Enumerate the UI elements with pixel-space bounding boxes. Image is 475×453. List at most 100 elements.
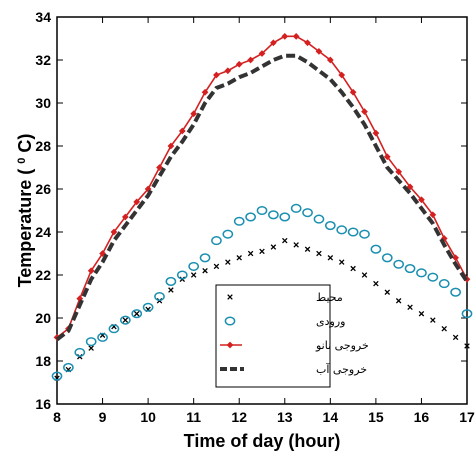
y-axis-title-main: Temperature ( [15, 164, 35, 288]
y-tick-label: 24 [35, 224, 51, 240]
nano-outlet-point [349, 88, 357, 96]
legend: محیط ورودی خروجی نانو خروجی آب [215, 284, 369, 388]
series-0 [54, 237, 470, 381]
ambient-point [361, 272, 368, 278]
inlet-point [233, 216, 245, 226]
nano-outlet-point [258, 50, 266, 57]
x-tick-label: 17 [459, 409, 475, 425]
y-tick-label: 18 [35, 353, 51, 369]
inlet-point [245, 212, 256, 222]
inlet-point [165, 276, 177, 287]
ambient-point [225, 259, 231, 265]
legend-nano-symbol [226, 341, 234, 349]
inlet-point [290, 203, 302, 213]
nano-outlet-point [383, 153, 391, 161]
y-tick-label: 16 [35, 396, 51, 412]
nano-outlet-point [372, 129, 380, 137]
nano-outlet-point [178, 127, 186, 135]
inlet-point [63, 362, 74, 373]
y-tick-label: 28 [35, 138, 51, 154]
inlet-point [188, 261, 200, 271]
inlet-point [142, 302, 154, 312]
y-tick-label: 32 [35, 52, 51, 68]
inlet-point [416, 268, 427, 278]
series-3 [55, 53, 469, 342]
nano-outlet-point [235, 60, 243, 68]
y-tick-label: 34 [35, 9, 51, 25]
nano-outlet-point [190, 110, 198, 118]
nano-outlet-point [326, 56, 334, 64]
legend-ambient-symbol [227, 294, 233, 300]
series-layer [51, 32, 473, 381]
legend-label: خروجی آب [316, 362, 367, 376]
inlet-point [427, 272, 439, 282]
y-tick-label: 30 [35, 95, 51, 111]
legend-label: ورودی [316, 315, 345, 328]
ticks-layer: 8 9 10 11 12 13 14 15 16 17 16 18 20 22 24 26 28 30 32 34 [35, 9, 475, 425]
ambient-point [441, 325, 447, 332]
nano-outlet-point [167, 142, 175, 150]
legend-inlet-symbol [224, 316, 236, 326]
inlet-point [302, 208, 313, 218]
ambient-point [88, 345, 94, 351]
ambient-point [304, 246, 311, 252]
plot-frame [56, 16, 468, 405]
ambient-point [464, 343, 470, 349]
ambient-point [190, 272, 197, 278]
ambient-point [133, 310, 140, 317]
inlet-point [381, 253, 393, 263]
legend-box [215, 284, 331, 388]
nano-outlet-point [87, 267, 95, 275]
nano-outlet-point [418, 196, 425, 204]
y-axis-title-degree: 0 [16, 158, 28, 164]
ambient-point [350, 265, 356, 272]
nano-outlet-point [292, 32, 300, 40]
ambient-point [270, 244, 277, 250]
ambient-point [384, 289, 391, 295]
nano-outlet-point [452, 254, 459, 262]
inlet-point [370, 244, 382, 254]
ambient-point [327, 255, 334, 261]
ambient-point [122, 317, 129, 323]
ambient-point [418, 310, 425, 317]
ambient-point [168, 287, 174, 293]
inlet-point [359, 229, 370, 239]
legend-label: محیط [316, 291, 343, 304]
x-tick-label: 12 [231, 409, 247, 425]
nano-outlet-point [315, 48, 323, 55]
inlet-point [131, 309, 143, 319]
nano-outlet-point [156, 164, 163, 171]
nano-outlet-point [121, 213, 129, 221]
ambient-point [293, 242, 299, 248]
ambient-point [202, 267, 208, 274]
nano-outlet-point [281, 32, 289, 40]
y-tick-label: 22 [35, 267, 51, 283]
x-tick-label: 10 [140, 409, 156, 425]
x-tick-label: 16 [414, 409, 430, 425]
x-tick-label: 9 [99, 409, 107, 425]
nano-outlet-point [213, 71, 220, 79]
inlet-point [336, 225, 348, 235]
ambient-point [452, 334, 459, 341]
ambient-point [259, 248, 265, 255]
nano-outlet-point [133, 198, 141, 206]
inlet-point [347, 227, 359, 237]
inlet-point [85, 337, 97, 347]
inlet-point [119, 315, 131, 325]
inlet-point [51, 371, 63, 381]
nano-outlet-point [304, 39, 311, 47]
inlet-point [404, 264, 416, 274]
ambient-point [407, 304, 413, 311]
water-outlet-line [55, 53, 469, 342]
y-tick-label: 26 [35, 181, 51, 197]
inlet-point [324, 221, 336, 231]
ambient-point [430, 317, 436, 323]
x-tick-label: 13 [277, 409, 293, 425]
nano-outlet-point [247, 56, 254, 64]
inlet-point [176, 270, 188, 280]
x-tick-label: 14 [323, 409, 339, 425]
inlet-point [313, 214, 325, 224]
nano-outlet-point [361, 108, 368, 115]
x-tick-label: 8 [53, 409, 61, 425]
